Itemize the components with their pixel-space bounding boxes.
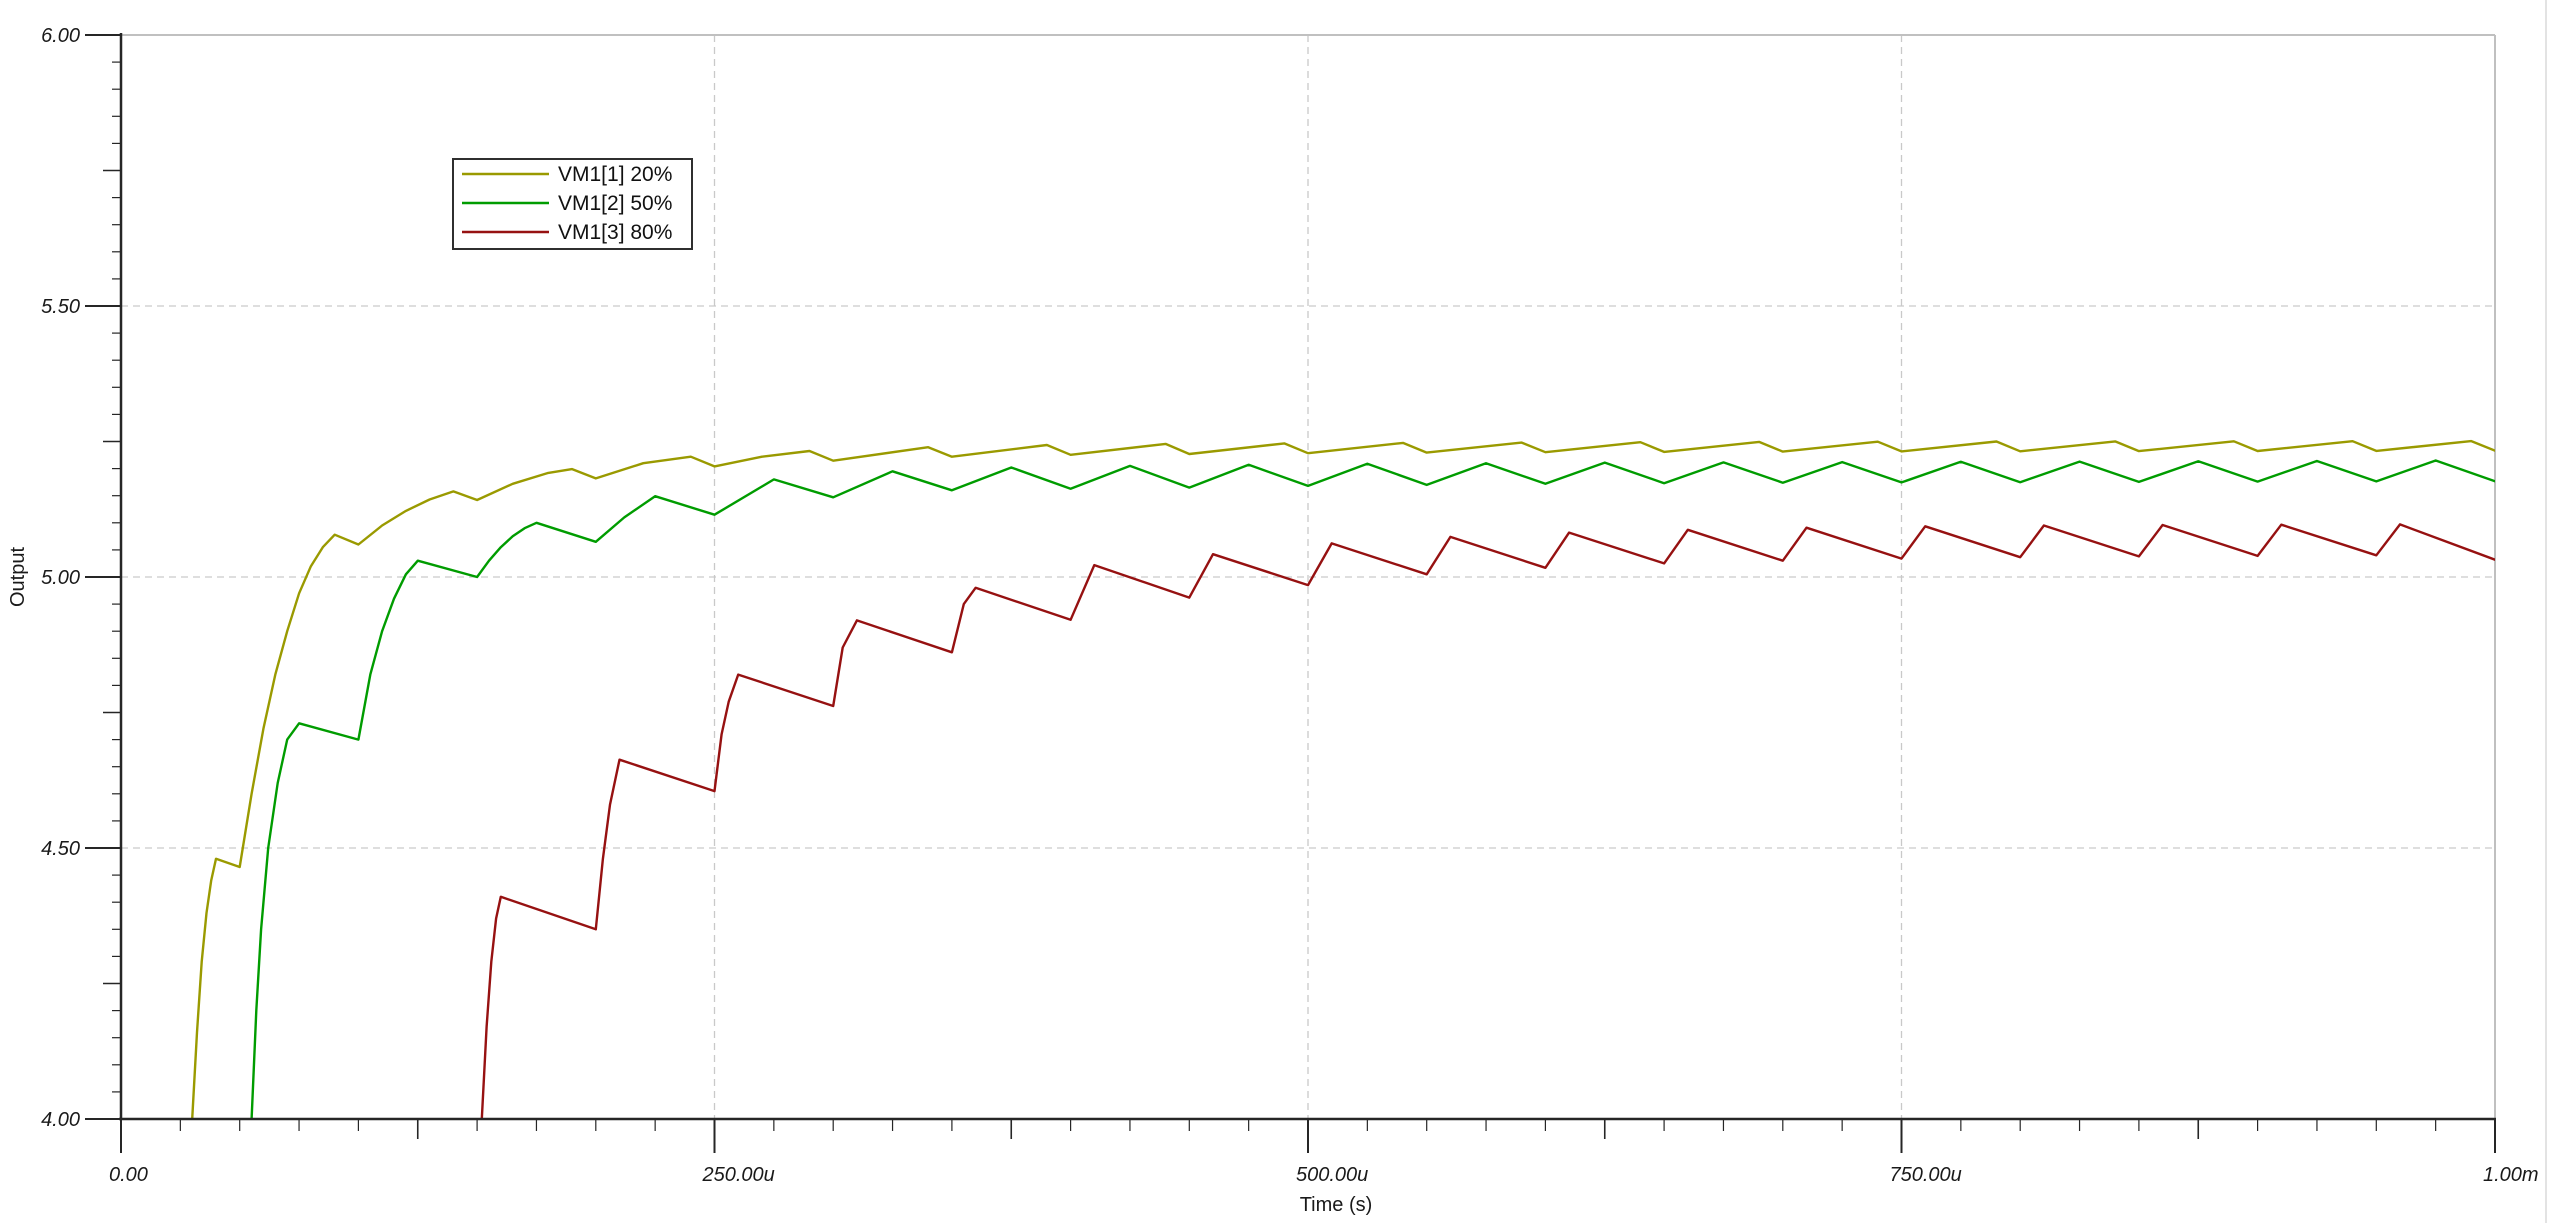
gridlines <box>121 35 2495 1119</box>
x-tick-label: 0.00 <box>109 1164 148 1186</box>
y-axis-title: Output <box>7 547 29 607</box>
curves <box>190 439 2495 1201</box>
x-tick-label: 500.00u <box>1296 1164 1368 1186</box>
x-axis-title: Time (s) <box>1300 1194 1373 1216</box>
legend-box[interactable]: VM1[1] 20% VM1[2] 50% VM1[3] 80% <box>452 158 693 250</box>
y-tick-label: 5.00 <box>41 567 80 589</box>
y-tick-label: 4.50 <box>41 838 80 860</box>
x-tick-label: 250.00u <box>702 1164 775 1186</box>
curve-vm1-3[interactable] <box>478 523 2495 1200</box>
curve-vm1-2[interactable] <box>249 459 2495 1201</box>
curve-vm1-1[interactable] <box>190 439 2495 1200</box>
y-tick-label: 5.50 <box>41 296 80 318</box>
axes <box>85 33 2496 1153</box>
legend-label-vm1-3: VM1[3] 80% <box>558 221 672 244</box>
plot-border <box>121 0 2547 1223</box>
y-tick-label: 6.00 <box>41 25 80 47</box>
y-tick-label: 4.00 <box>41 1109 80 1131</box>
legend-label-vm1-1: VM1[1] 20% <box>558 163 672 186</box>
legend-label-vm1-2: VM1[2] 50% <box>558 192 672 215</box>
tick-labels: 6.00 5.50 5.00 4.50 4.00 0.00 250.00u 500.00u 75… <box>41 25 2539 1186</box>
x-tick-label: 750.00u <box>1890 1164 1962 1186</box>
x-tick-label: 1.00m <box>2483 1164 2539 1186</box>
